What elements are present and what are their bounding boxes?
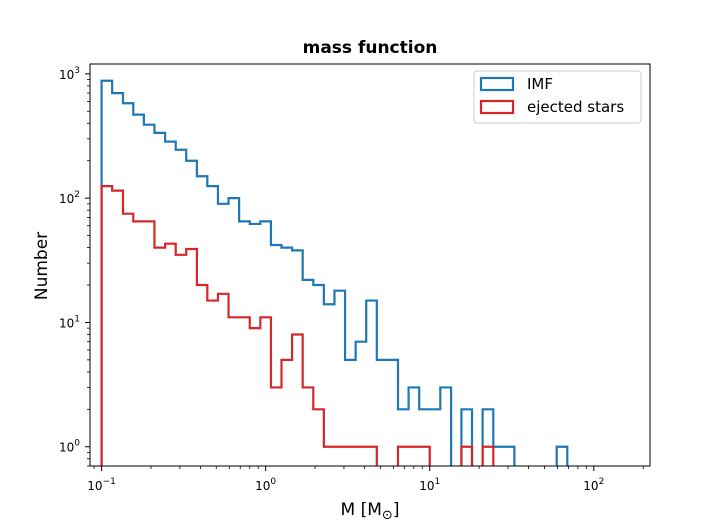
x-axis-label: M [M⊙]	[341, 500, 400, 522]
legend-swatch-0	[479, 76, 515, 92]
histogram-series-1	[100, 185, 495, 466]
legend-swatch-1	[479, 99, 515, 115]
y-tick-label: 103	[59, 66, 80, 82]
legend-label-1: ejected stars	[527, 98, 624, 116]
legend-label-0: IMF	[527, 75, 553, 93]
legend-box	[473, 70, 642, 124]
axis-ticks: 10−1 100 101 102 100 101 102 103	[59, 66, 644, 493]
plot-frame	[89, 63, 651, 467]
y-axis-label: Number	[32, 232, 52, 300]
plot-area	[100, 79, 569, 466]
histogram-series-0	[100, 79, 569, 466]
x-tick-label: 101	[419, 477, 440, 493]
x-tick-label: 10−1	[87, 477, 116, 493]
legend: IMF ejected stars	[473, 70, 642, 124]
y-tick-label: 101	[59, 314, 80, 330]
chart-title: mass function	[303, 38, 438, 58]
y-tick-label: 100	[59, 439, 80, 455]
x-tick-label: 100	[255, 477, 276, 493]
y-tick-label: 102	[59, 190, 80, 206]
x-tick-label: 102	[583, 477, 604, 493]
